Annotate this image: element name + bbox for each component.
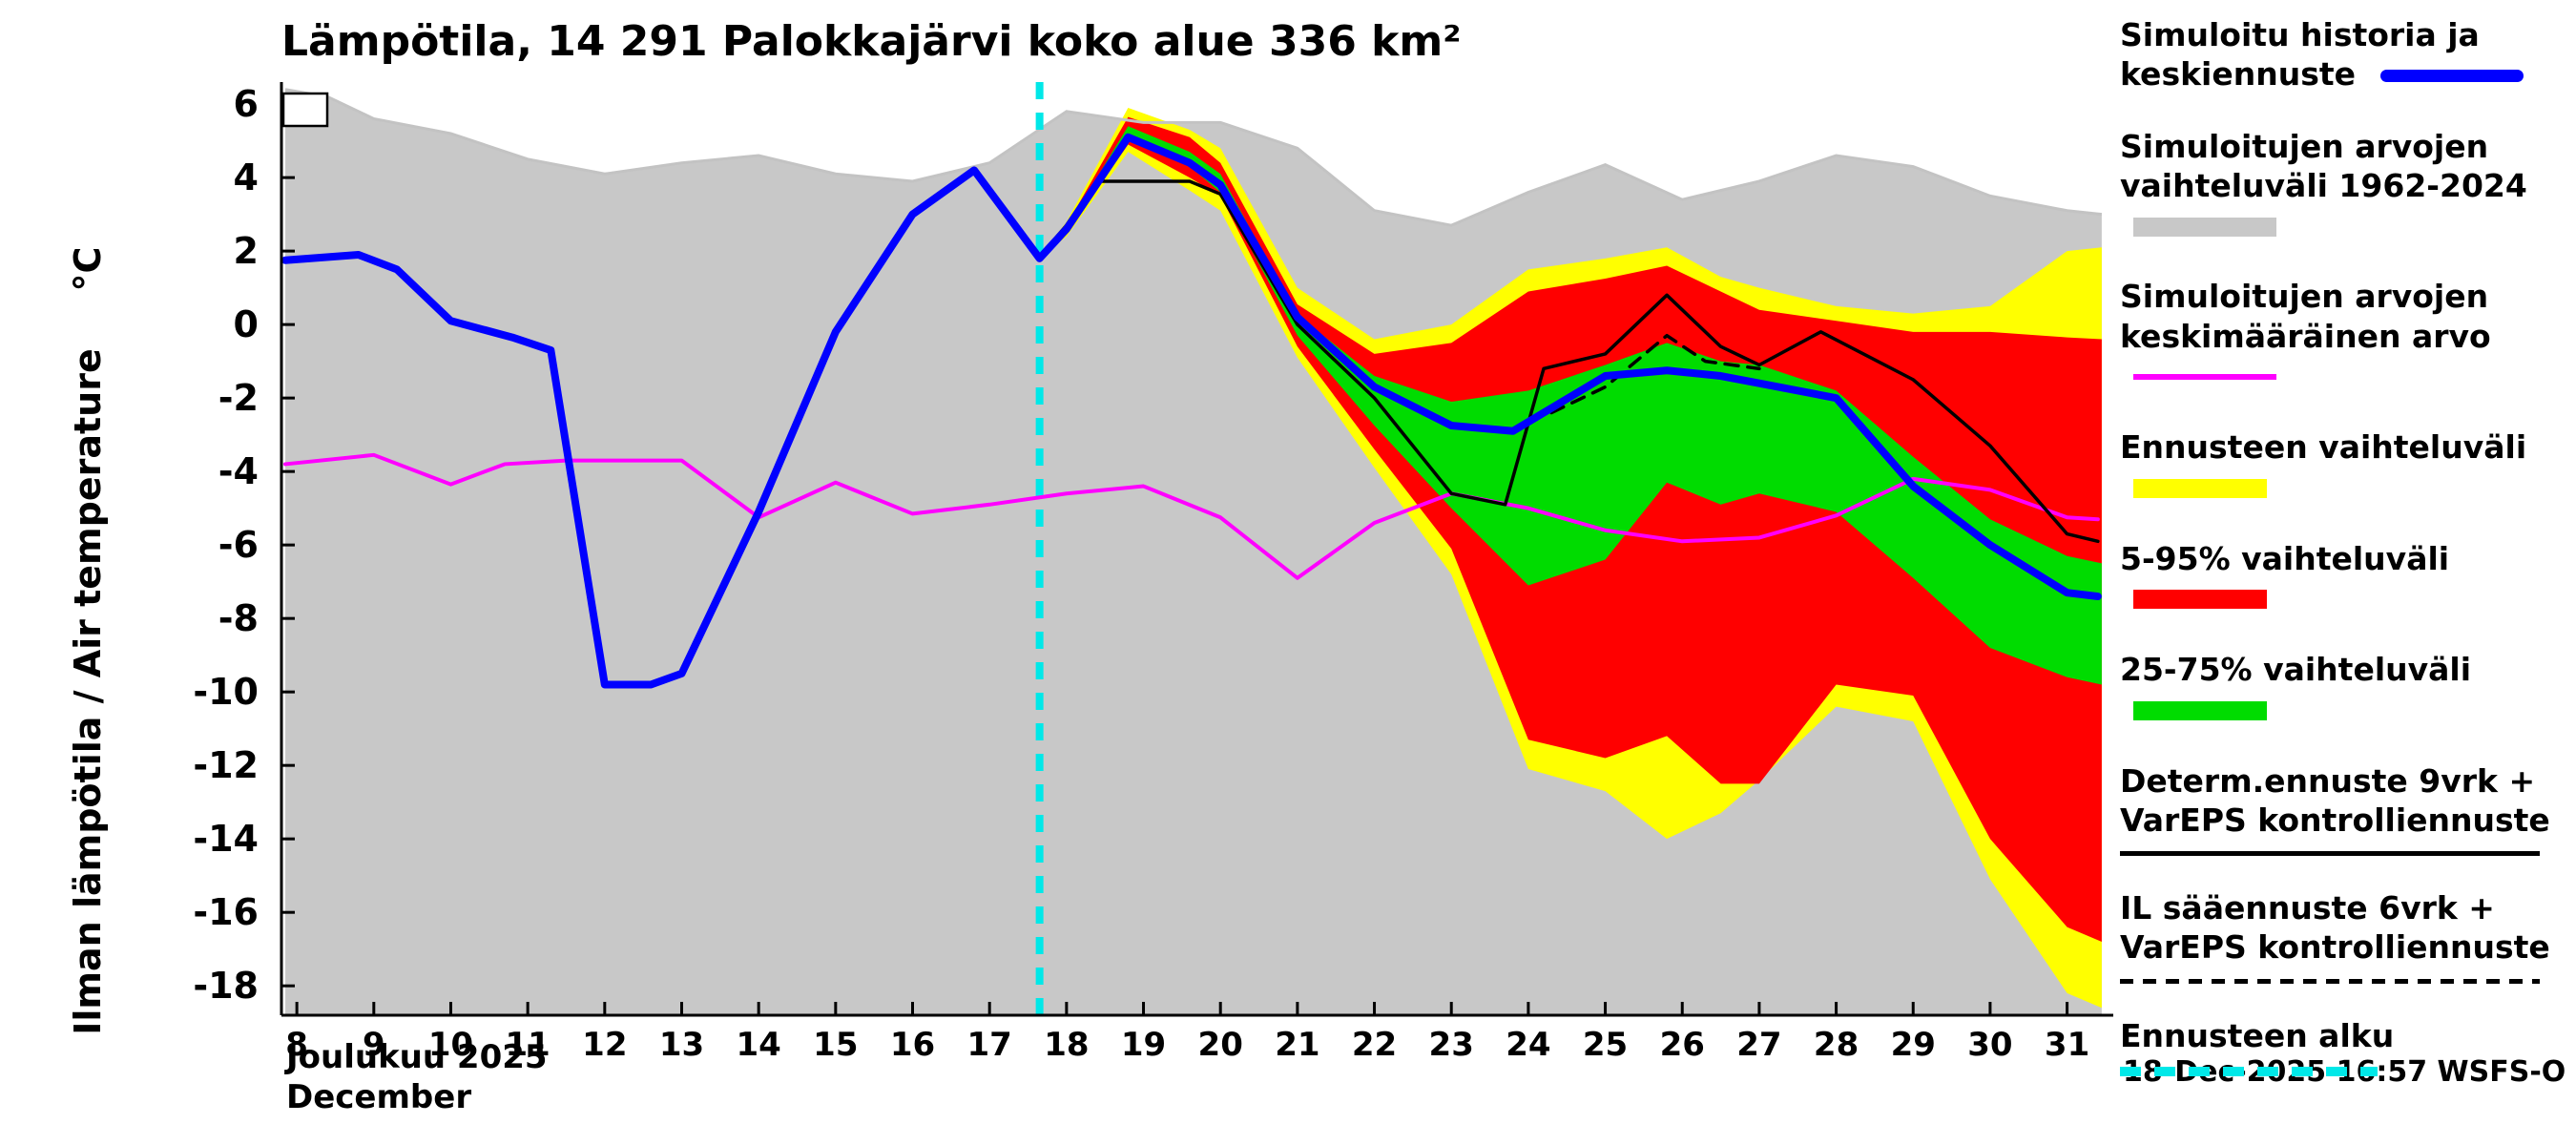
legend-label: Ennusteen vaihteluväli (2120, 428, 2527, 466)
x-tick-label: 30 (1967, 1026, 2012, 1064)
x-tick-label: 19 (1121, 1026, 1166, 1064)
legend-item-sim-range-1962-2024: Simuloitujen arvojen vaihteluväli 1962-2… (2120, 127, 2570, 245)
x-tick-label: 25 (1583, 1026, 1628, 1064)
y-tick-label: 0 (234, 303, 259, 345)
corner-box (281, 92, 329, 128)
y-axis-label: Ilman lämpötila / Air temperature (67, 348, 109, 1035)
y-tick-label: 2 (234, 230, 259, 272)
blue-line-sample (2379, 70, 2524, 83)
legend: Simuloitu historia ja keskiennuste Simul… (2120, 15, 2570, 1076)
legend-label: 25-75% vaihteluväli (2120, 651, 2472, 688)
x-tick-label: 10 (428, 1026, 473, 1064)
gray-band-sample (2133, 217, 2276, 237)
x-tick-label: 17 (967, 1026, 1012, 1064)
x-tick-label: 31 (2045, 1026, 2089, 1064)
y-tick-label: -16 (193, 891, 259, 933)
x-tick-label: 8 (285, 1026, 308, 1064)
x-tick-label: 12 (582, 1026, 627, 1064)
x-tick-label: 11 (505, 1026, 550, 1064)
x-tick-label: 29 (1891, 1026, 1936, 1064)
y-tick-label: -2 (218, 377, 259, 419)
y-tick-label: -6 (218, 524, 259, 566)
legend-label: IL sääennuste 6vrk + VarEPS kontrollienn… (2120, 889, 2550, 967)
legend-item-sim-mean-value: Simuloitujen arvojen keskimääräinen arvo (2120, 277, 2570, 395)
legend-label: Simuloitujen arvojen vaihteluväli 1962-2… (2120, 127, 2527, 204)
chart-title: Lämpötila, 14 291 Palokkajärvi koko alue… (281, 17, 1462, 66)
magenta-line-sample (2133, 374, 2276, 381)
line-simuloitu-historia-ja-keskiennuste (281, 133, 2102, 689)
black-line-sample (2120, 851, 2540, 856)
legend-item-forecast-start: Ennusteen alku (2120, 1016, 2570, 1076)
green-band-sample (2133, 700, 2267, 720)
x-tick-label: 21 (1275, 1026, 1319, 1064)
x-tick-label: 26 (1660, 1026, 1705, 1064)
x-tick-label: 9 (363, 1026, 385, 1064)
legend-label: 5-95% vaihteluväli (2120, 539, 2450, 577)
x-tick-label: 16 (890, 1026, 935, 1064)
legend-label: Determ.ennuste 9vrk + VarEPS kontrollien… (2120, 761, 2550, 839)
legend-item-il-weather-forecast: IL sääennuste 6vrk + VarEPS kontrollienn… (2120, 888, 2570, 984)
yellow-band-sample (2133, 478, 2267, 498)
x-tick-label: 15 (813, 1026, 858, 1064)
legend-item-forecast-range: Ennusteen vaihteluväli (2120, 427, 2570, 507)
plot-area: 8 9 10 11 12 13 14 15 16 17 18 19 20 21 22 23 24 25 26 27 28… (193, 82, 2113, 1064)
y-tick-label: -12 (193, 744, 259, 786)
x-axis-month-label-fi: Joulukuu 2025 (286, 1038, 548, 1076)
x-tick-label: 23 (1429, 1026, 1474, 1064)
x-tick-label: 22 (1352, 1026, 1397, 1064)
y-tick-label: -8 (218, 597, 259, 639)
x-tick-label: 13 (659, 1026, 704, 1064)
band-edge-simuloitujen-arvojen-vaihteluvali-1962-2024 (284, 88, 2103, 227)
legend-item-range-5-95: 5-95% vaihteluväli (2120, 539, 2570, 618)
y-tick-label: -10 (193, 671, 259, 713)
band-vaihteluvali-25-75 (1039, 126, 2102, 685)
legend-item-determ-forecast: Determ.ennuste 9vrk + VarEPS kontrollien… (2120, 761, 2570, 856)
x-axis-month-label-en: December (286, 1078, 472, 1116)
legend-label: Ennusteen alku (2120, 1016, 2395, 1054)
cyan-dashed-line-sample (2120, 1066, 2378, 1076)
black-dashed-line-sample (2120, 978, 2540, 984)
x-tick-label: 28 (1814, 1026, 1859, 1064)
legend-item-sim-history-mean-forecast: Simuloitu historia ja keskiennuste (2120, 15, 2570, 94)
y-tick-label: -18 (193, 965, 259, 1007)
y-tick-label: 6 (234, 83, 259, 125)
x-tick-label: 24 (1506, 1026, 1550, 1064)
y-tick-label: -14 (193, 818, 259, 860)
legend-label: Simuloitujen arvojen keskimääräinen arvo (2120, 278, 2491, 355)
x-tick-label: 20 (1198, 1026, 1243, 1064)
red-band-sample (2133, 590, 2267, 610)
line-il-saaennuste-6vrk-vareps-kontrolliennuste (1549, 333, 1761, 415)
x-tick-label: 14 (737, 1026, 781, 1064)
legend-item-range-25-75: 25-75% vaihteluväli (2120, 650, 2570, 729)
legend-label: Simuloitu historia ja keskiennuste (2120, 16, 2480, 94)
x-tick-label: 27 (1736, 1026, 1781, 1064)
x-tick-label: 18 (1044, 1026, 1089, 1064)
y-tick-label: -4 (218, 450, 259, 492)
y-axis-unit-label: °C (67, 246, 109, 292)
y-tick-label: 4 (234, 156, 259, 198)
